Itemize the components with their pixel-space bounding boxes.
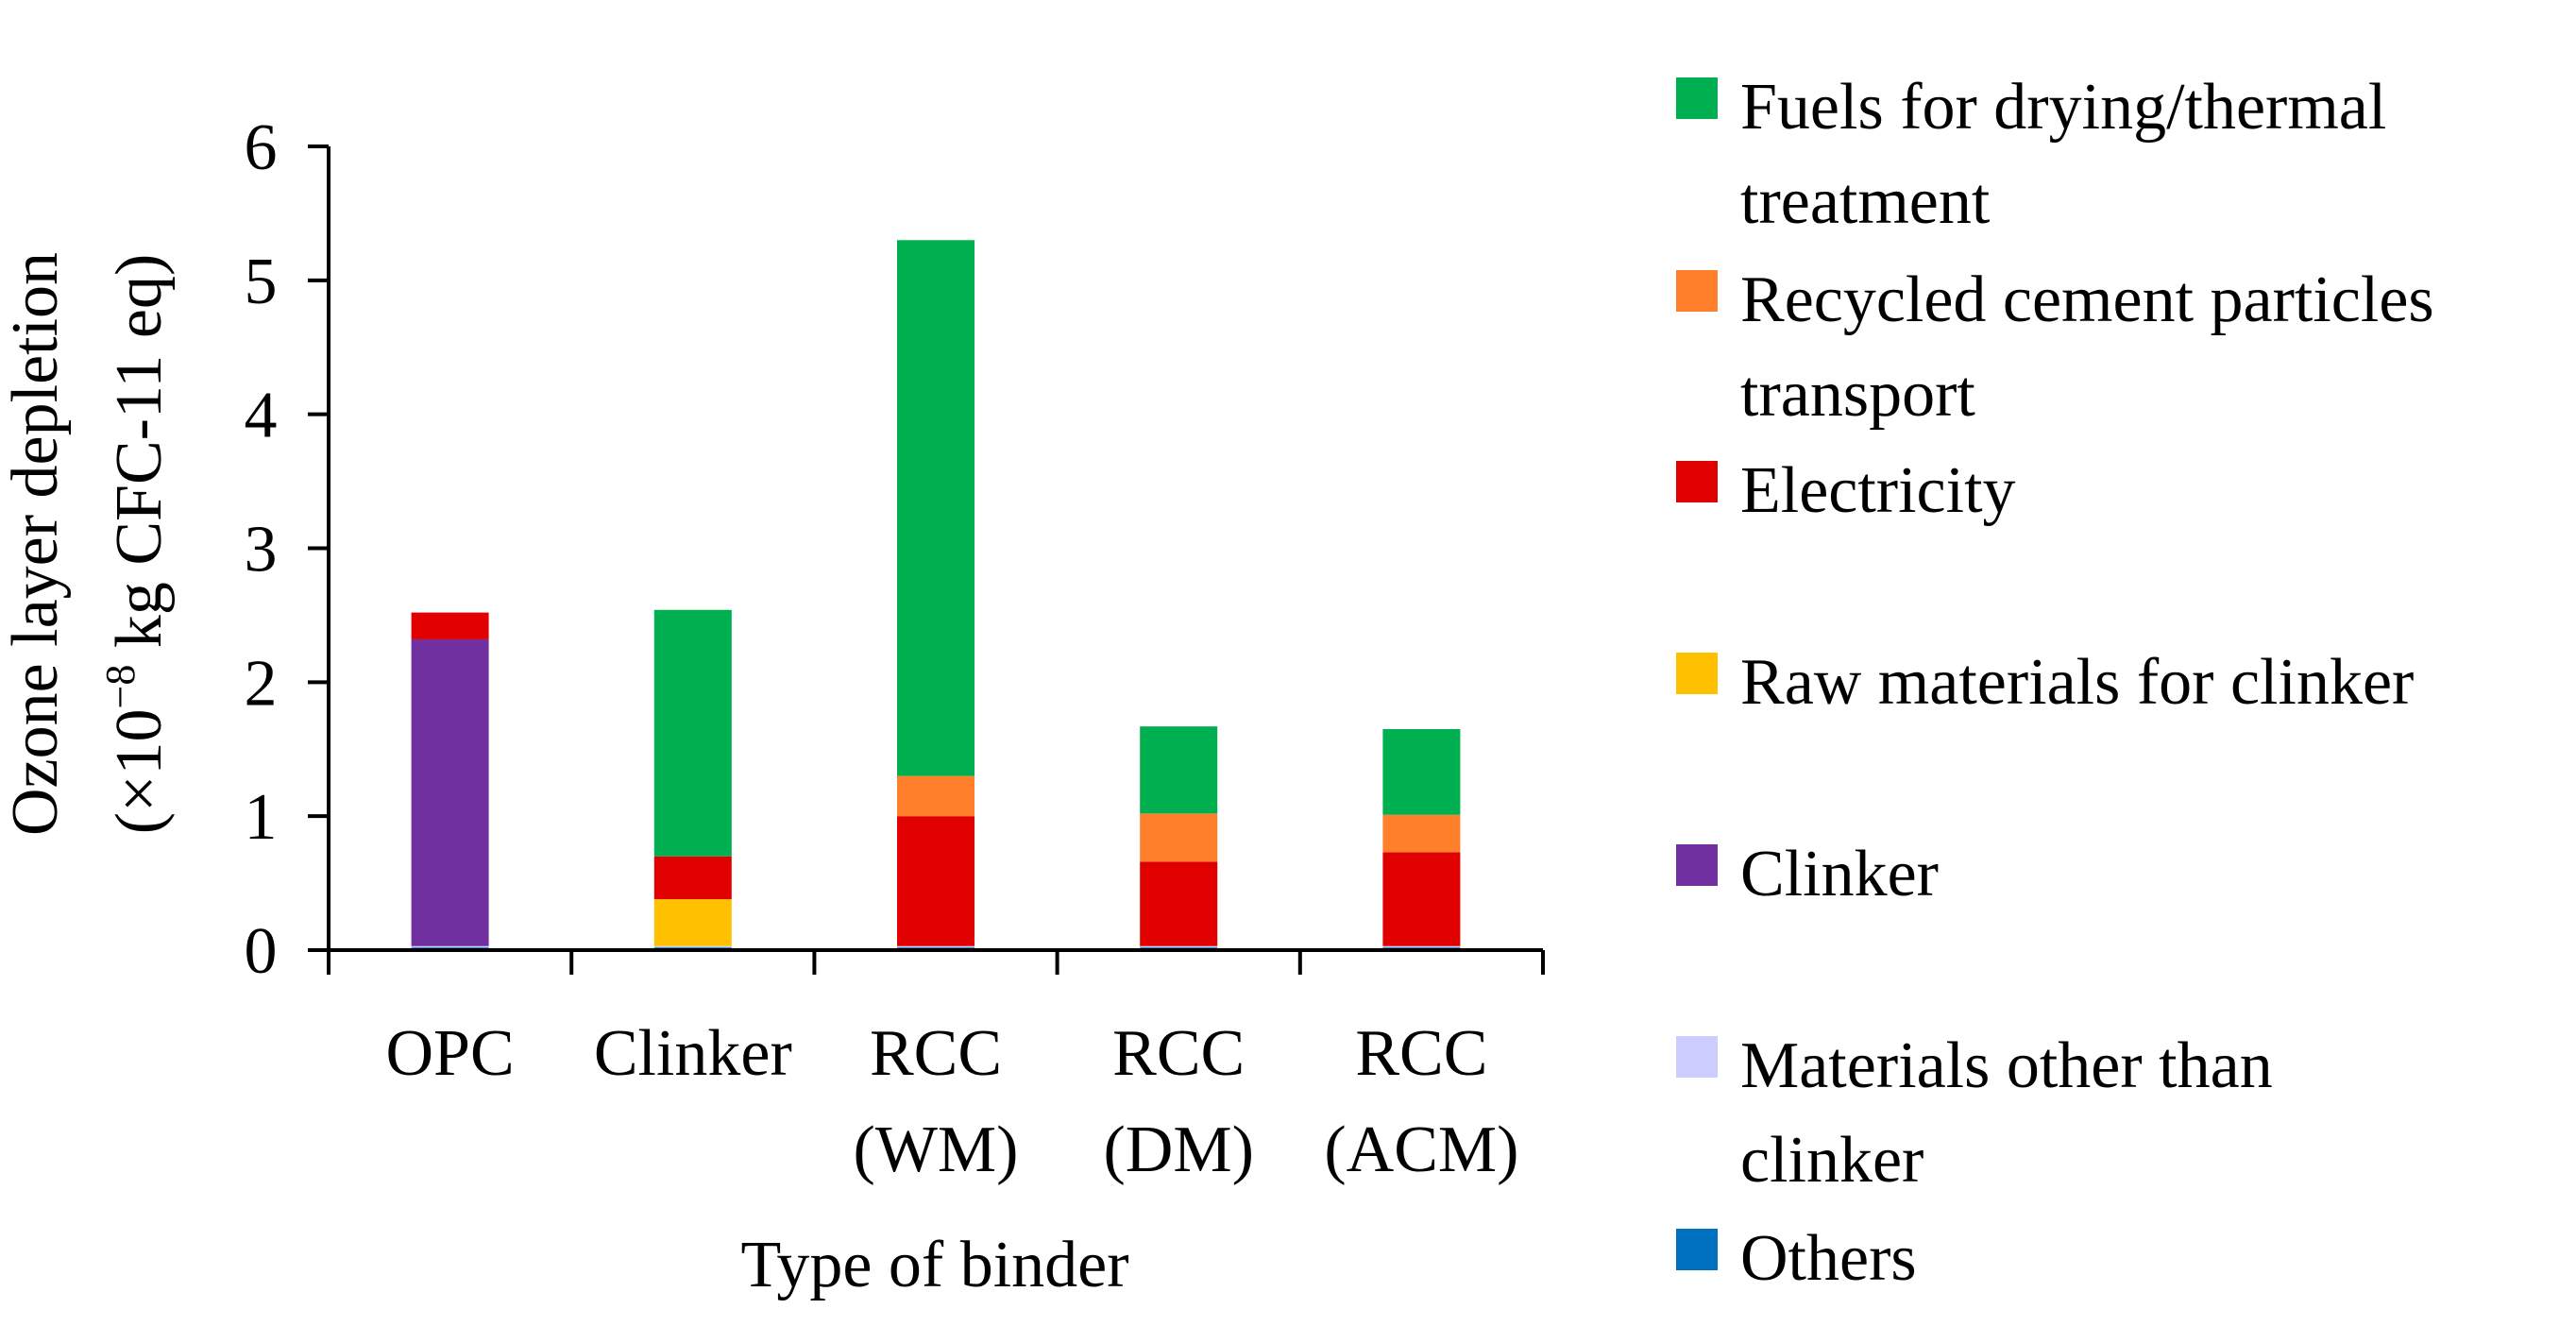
legend: Fuels for drying/thermal treatment Recyc… [1676, 0, 2564, 1326]
bar-segment [411, 945, 489, 948]
legend-swatch-recycled-transport-icon [1676, 270, 1718, 312]
legend-label-fuels: Fuels for drying/thermal treatment [1740, 60, 2552, 249]
legend-item-fuels: Fuels for drying/thermal treatment [1676, 60, 2552, 249]
legend-label-other-materials: Materials other than clinker [1740, 1019, 2552, 1208]
legend-label-electricity: Electricity [1740, 444, 2552, 538]
x-tick-label: RCC [1112, 1017, 1245, 1090]
y-tick-label: 0 [245, 915, 278, 988]
legend-label-line1: Recycled cement particles [1740, 264, 2434, 336]
x-tick-label-line2: (WM) [854, 1114, 1019, 1186]
legend-label-recycled-transport: Recycled cement particles transport [1740, 253, 2552, 442]
legend-swatch-others-icon [1676, 1229, 1718, 1270]
legend-label-line2: clinker [1740, 1124, 1924, 1197]
bar-segment [1140, 813, 1218, 862]
y-axis-title-exponent: −8 [97, 665, 144, 709]
x-tick-label: RCC [870, 1017, 1002, 1090]
legend-item-recycled-transport: Recycled cement particles transport [1676, 253, 2552, 442]
x-tick-labels-group: OPC Clinker RCC (WM) RCC (DM) RCC (ACM) [386, 1017, 1519, 1186]
y-tick-label: 2 [245, 647, 278, 720]
x-axis-title: Type of binder [740, 1229, 1128, 1301]
legend-label-line2: treatment [1740, 165, 1991, 238]
legend-label-raw-materials: Raw materials for clinker [1740, 636, 2552, 730]
legend-item-electricity: Electricity [1676, 444, 2552, 538]
bar-segment [1382, 945, 1461, 948]
legend-swatch-clinker-icon [1676, 844, 1718, 886]
y-axis-title-line1: Ozone layer depletion [0, 252, 72, 836]
legend-item-clinker: Clinker [1676, 827, 2552, 922]
bar-segment [1382, 728, 1461, 815]
bar-segment [897, 775, 974, 817]
y-tick-label: 4 [245, 380, 278, 452]
chart-area: 0 1 2 3 4 5 6 OPC Clinker RCC (WM) RCC (DM) RCC (ACM)… [0, 111, 1545, 1301]
y-ticks-group: 0 1 2 3 4 5 6 [245, 111, 329, 988]
bar-segment [1140, 945, 1218, 948]
legend-label-clinker: Clinker [1740, 827, 2552, 922]
legend-label-line1: Clinker [1740, 838, 1939, 910]
legend-label-line2: transport [1740, 358, 1975, 431]
bar-segment [897, 945, 974, 948]
legend-label-others: Others [1740, 1212, 2552, 1306]
legend-item-raw-materials: Raw materials for clinker [1676, 636, 2552, 730]
y-axis-title-line2: (×10−8 kg CFC-11 eq) [97, 254, 176, 835]
legend-label-line1: Fuels for drying/thermal [1740, 71, 2387, 144]
y-tick-label: 1 [245, 781, 278, 854]
bar-segment [897, 816, 974, 946]
x-tick-label: RCC [1355, 1017, 1487, 1090]
y-axis-title-suffix: kg CFC-11 eq) [103, 254, 176, 665]
x-tick-label-line2: (ACM) [1324, 1114, 1518, 1186]
legend-label-line1: Raw materials for clinker [1740, 646, 2415, 719]
bar-segment [1382, 852, 1461, 946]
x-tick-label: Clinker [594, 1017, 792, 1090]
legend-item-other-materials: Materials other than clinker [1676, 1019, 2552, 1208]
legend-item-others: Others [1676, 1212, 2552, 1306]
bar-segment [411, 638, 489, 946]
legend-swatch-other-materials-icon [1676, 1036, 1718, 1078]
bar-segment [653, 899, 732, 946]
x-ticks-group [327, 950, 1545, 975]
bar-segment [897, 240, 974, 776]
legend-swatch-fuels-icon [1676, 77, 1718, 119]
x-tick-label-line2: (DM) [1103, 1114, 1253, 1186]
y-tick-label: 3 [245, 514, 278, 586]
x-tick-label: OPC [386, 1017, 515, 1090]
bars-group [411, 240, 1461, 950]
bar-segment [1140, 726, 1218, 814]
y-axis-title-prefix: (×10 [103, 708, 176, 834]
y-tick-label: 6 [245, 111, 278, 184]
bar-segment [1140, 861, 1218, 946]
legend-label-line1: Materials other than [1740, 1029, 2273, 1102]
y-tick-label: 5 [245, 246, 278, 318]
bar-segment [653, 945, 732, 948]
bar-segment [411, 612, 489, 639]
bar-segment [653, 609, 732, 857]
legend-swatch-raw-materials-icon [1676, 653, 1718, 694]
bar-segment [653, 856, 732, 900]
bar-segment [1382, 814, 1461, 853]
legend-swatch-electricity-icon [1676, 461, 1718, 502]
legend-label-line1: Others [1740, 1222, 1917, 1295]
legend-label-line1: Electricity [1740, 454, 2016, 527]
